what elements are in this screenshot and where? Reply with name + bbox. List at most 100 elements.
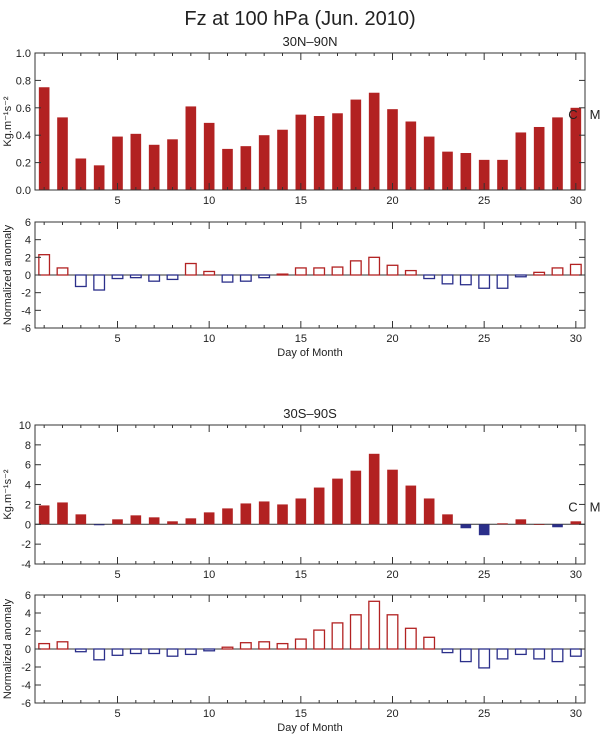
x-tick-label: 5 bbox=[114, 195, 120, 207]
x-tick-label: 20 bbox=[386, 195, 398, 207]
x-tick-label: 15 bbox=[295, 195, 307, 207]
bar-day-16 bbox=[313, 629, 326, 650]
bar-day-1 bbox=[38, 87, 50, 190]
x-tick-label: 30 bbox=[570, 569, 582, 581]
y-axis-label: Normalized anomaly bbox=[2, 224, 14, 325]
y-tick-label: 0 bbox=[25, 519, 31, 531]
bar-day-8 bbox=[167, 521, 178, 525]
x-axis-label: Day of Month bbox=[277, 347, 342, 359]
bar-day-10 bbox=[203, 122, 215, 190]
bar-day-25 bbox=[478, 524, 490, 536]
bar-day-9 bbox=[185, 106, 197, 190]
bar-day-18 bbox=[350, 470, 362, 525]
bar-day-27 bbox=[514, 648, 527, 656]
bar-day-12 bbox=[240, 146, 252, 190]
marker-c: C bbox=[568, 499, 577, 514]
bar-day-1 bbox=[38, 505, 50, 525]
bar-day-29 bbox=[552, 524, 563, 528]
bar-day-8 bbox=[166, 274, 179, 281]
bar-day-19 bbox=[368, 453, 380, 525]
bar-day-3 bbox=[75, 158, 87, 190]
x-tick-label: 30 bbox=[570, 708, 582, 720]
x-tick-label: 5 bbox=[114, 569, 120, 581]
bar-day-21 bbox=[405, 485, 417, 525]
bar-day-24 bbox=[459, 648, 472, 663]
y-tick-label: 0.4 bbox=[16, 130, 31, 142]
y-tick-label: 4 bbox=[25, 608, 31, 620]
x-tick-label: 30 bbox=[570, 333, 582, 345]
x-tick-label: 5 bbox=[114, 708, 120, 720]
bar-day-18 bbox=[349, 614, 362, 650]
bar-day-13 bbox=[258, 135, 270, 190]
bar-day-28 bbox=[533, 648, 546, 660]
panel-30s-90s-fz: 30S–90S -4 -2 0 2 4 6 8 10 5 10 15 20 25 30 Kg.m⁻¹s⁻² C M bbox=[2, 406, 600, 581]
plot-frame bbox=[34, 424, 586, 565]
bar-day-3 bbox=[74, 274, 87, 288]
bar-day-20 bbox=[386, 614, 399, 650]
bar-day-17 bbox=[332, 478, 343, 525]
bar-day-7 bbox=[148, 648, 161, 655]
y-tick-label: 8 bbox=[25, 440, 31, 452]
y-tick-label: 6 bbox=[25, 590, 31, 602]
x-tick-label: 15 bbox=[295, 333, 307, 345]
bar-day-9 bbox=[184, 648, 197, 656]
bar-day-30 bbox=[569, 648, 582, 657]
panel-title: 30S–90S bbox=[283, 406, 337, 421]
bar-day-18 bbox=[350, 99, 362, 190]
bar-day-17 bbox=[331, 266, 344, 276]
bar-day-10 bbox=[203, 512, 215, 525]
y-tick-label: 0 bbox=[25, 270, 31, 282]
bar-day-4 bbox=[93, 524, 105, 526]
bar-day-2 bbox=[56, 267, 69, 276]
bar-day-28 bbox=[533, 271, 546, 276]
bar-day-30 bbox=[570, 521, 582, 525]
y-tick-label: 0.8 bbox=[16, 75, 31, 87]
bar-day-23 bbox=[441, 274, 454, 285]
bar-day-14 bbox=[276, 273, 289, 276]
bar-day-21 bbox=[404, 627, 417, 650]
panel-30s-90s-anomaly: -6 -4 -2 0 2 4 6 5 10 15 20 25 30 Normalized anomaly D… bbox=[2, 590, 586, 734]
bar-day-18 bbox=[349, 260, 362, 276]
bar-day-24 bbox=[460, 153, 472, 190]
plot-frame bbox=[34, 52, 586, 191]
bar-day-22 bbox=[423, 136, 435, 190]
x-tick-label: 25 bbox=[478, 195, 490, 207]
y-tick-label: 6 bbox=[25, 460, 31, 472]
marker-m: M bbox=[590, 499, 600, 514]
bar-day-30 bbox=[569, 263, 582, 276]
bar-day-7 bbox=[148, 274, 161, 282]
bar-day-2 bbox=[57, 502, 68, 525]
y-tick-label: -6 bbox=[21, 698, 31, 710]
y-tick-label: -4 bbox=[21, 559, 31, 571]
bar-day-1 bbox=[38, 642, 51, 650]
bar-day-13 bbox=[258, 501, 270, 525]
x-axis-label: Day of Month bbox=[277, 722, 342, 734]
y-tick-label: -2 bbox=[21, 662, 31, 674]
bar-day-29 bbox=[551, 648, 564, 663]
panel-30n-90n-fz: 30N–90N 0.0 0.2 0.4 0.6 0.8 1.0 5 10 15 20 25 30 Kg.m… bbox=[2, 34, 600, 207]
y-tick-label: -2 bbox=[21, 539, 31, 551]
bar-day-27 bbox=[515, 519, 527, 525]
bar-day-16 bbox=[313, 487, 325, 525]
bar-day-2 bbox=[57, 117, 68, 190]
y-axis-label: Normalized anomaly bbox=[2, 598, 14, 699]
bar-day-5 bbox=[111, 648, 124, 656]
marker-c: C bbox=[568, 107, 577, 122]
x-tick-label: 20 bbox=[386, 333, 398, 345]
bar-day-5 bbox=[112, 136, 123, 190]
x-tick-label: 20 bbox=[386, 569, 398, 581]
x-tick-label: 25 bbox=[478, 708, 490, 720]
bar-day-28 bbox=[533, 126, 545, 190]
bar-day-25 bbox=[478, 159, 490, 190]
panel-30n-90n-anomaly: -6 -4 -2 0 2 4 6 5 10 15 20 25 30 Normalized anomaly D… bbox=[2, 217, 586, 359]
bar-day-19 bbox=[368, 600, 381, 650]
x-tick-label: 25 bbox=[478, 569, 490, 581]
bar-day-11 bbox=[222, 148, 233, 190]
bar-day-9 bbox=[185, 518, 197, 525]
y-tick-label: 2 bbox=[25, 626, 31, 638]
bar-day-5 bbox=[111, 274, 124, 280]
bar-day-6 bbox=[130, 515, 142, 525]
bar-day-15 bbox=[294, 638, 307, 650]
y-tick-label: 0.0 bbox=[16, 185, 31, 197]
x-tick-label: 30 bbox=[570, 195, 582, 207]
